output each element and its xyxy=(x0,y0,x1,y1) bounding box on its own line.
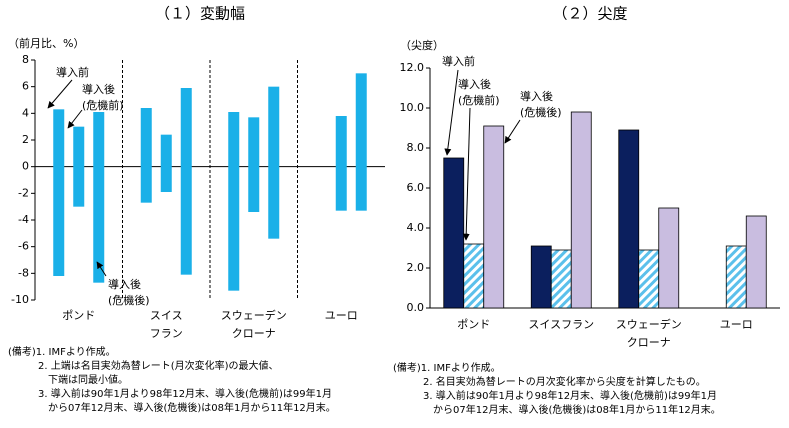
y-tick-label: 8 xyxy=(22,53,29,66)
y-tick-label: 12.0 xyxy=(400,61,425,74)
bar xyxy=(638,249,660,309)
series-label: 導入後(危機前) xyxy=(82,82,124,112)
y-tick-label: 2.0 xyxy=(407,261,425,274)
y-tick-label: 8.0 xyxy=(407,141,425,154)
x-tick-label: フラン xyxy=(150,327,183,340)
note: 2. 上端は名目実効為替レート(月次変化率)の最大値、 xyxy=(38,359,279,372)
range-bar xyxy=(355,73,367,211)
y-tick-label: 4 xyxy=(22,106,29,119)
x-tick-label: スイス xyxy=(150,309,183,322)
x-tick-label: クローナ xyxy=(232,327,276,340)
chart-title: （１）変動幅 xyxy=(155,5,245,23)
x-tick-label: ポンド xyxy=(62,309,95,322)
y-tick-label: -8 xyxy=(18,266,29,279)
annotation-arrow xyxy=(444,69,459,156)
range-bar xyxy=(93,112,105,283)
y-tick-label: 6 xyxy=(22,80,29,93)
series-label: 導入前 xyxy=(56,65,89,79)
note: から07年12月末、導入後(危機後)は08年1月から11年12月末。 xyxy=(433,403,721,416)
series-label: 導入後(危機後) xyxy=(520,89,562,119)
note: (備考)1. IMFより作成。 xyxy=(8,345,116,358)
annotation-arrow xyxy=(47,79,73,109)
range-bar xyxy=(248,117,260,212)
x-tick-label: ユーロ xyxy=(720,318,753,331)
annotation-arrow xyxy=(462,107,471,241)
y-axis-label: （尖度） xyxy=(400,38,444,52)
x-tick-label: スイスフラン xyxy=(528,318,594,331)
bar xyxy=(570,111,592,309)
annotation-arrow xyxy=(504,119,521,144)
x-tick-label: ポンド xyxy=(457,318,490,331)
annotation-arrow xyxy=(67,109,83,129)
series-label: 導入後(危機前) xyxy=(458,77,500,107)
note: (備考)1. IMFより作成。 xyxy=(393,361,501,374)
range-bar xyxy=(228,112,240,291)
y-tick-label: 4.0 xyxy=(407,221,425,234)
series-label: 導入後(危機後) xyxy=(108,277,150,307)
x-tick-label: ユーロ xyxy=(325,309,358,322)
range-bar xyxy=(335,116,347,211)
x-tick-label: クローナ xyxy=(627,336,671,349)
bar xyxy=(550,249,572,309)
y-tick-label: -10 xyxy=(11,293,29,306)
range-bar xyxy=(268,86,280,239)
bar xyxy=(745,215,767,309)
note: 2. 名目実効為替レートの月次変化率から尖度を計算したもの。 xyxy=(423,375,706,388)
y-tick-label: 10.0 xyxy=(400,101,425,114)
range-bar xyxy=(180,88,192,275)
chart-title: （２）尖度 xyxy=(552,5,627,23)
y-tick-label: 0.0 xyxy=(407,301,425,314)
x-tick-label: スウェーデン xyxy=(616,317,682,331)
bar xyxy=(725,245,747,309)
bar xyxy=(658,207,680,309)
range-bar xyxy=(73,126,85,207)
bar xyxy=(618,129,640,309)
y-axis-label: （前月比、%） xyxy=(8,36,84,50)
annotation-arrow xyxy=(96,261,107,277)
range-bar xyxy=(53,109,65,276)
series-label: 導入前 xyxy=(442,54,475,68)
bar xyxy=(463,243,485,309)
y-tick-label: 2 xyxy=(22,133,29,146)
note: 3. 導入前は90年1月より98年12月末、導入後(危機前)は99年1月 xyxy=(423,389,717,402)
y-tick-label: 0 xyxy=(22,160,29,173)
bar xyxy=(483,125,505,309)
note: から07年12月末、導入後(危機後)は08年1月から11年12月末。 xyxy=(48,401,336,414)
note: 3. 導入前は90年1月より98年12月末、導入後(危機前)は99年1月 xyxy=(38,387,332,400)
range-bar xyxy=(160,134,172,192)
bar xyxy=(530,245,552,309)
y-tick-label: -4 xyxy=(18,213,29,226)
y-tick-label: -2 xyxy=(18,186,29,199)
x-tick-label: スウェーデン xyxy=(221,308,287,322)
y-tick-label: -6 xyxy=(18,240,29,253)
note: 下端は同最小値。 xyxy=(48,373,128,386)
bar xyxy=(443,157,465,309)
range-bar xyxy=(140,108,152,203)
y-tick-label: 6.0 xyxy=(407,181,425,194)
